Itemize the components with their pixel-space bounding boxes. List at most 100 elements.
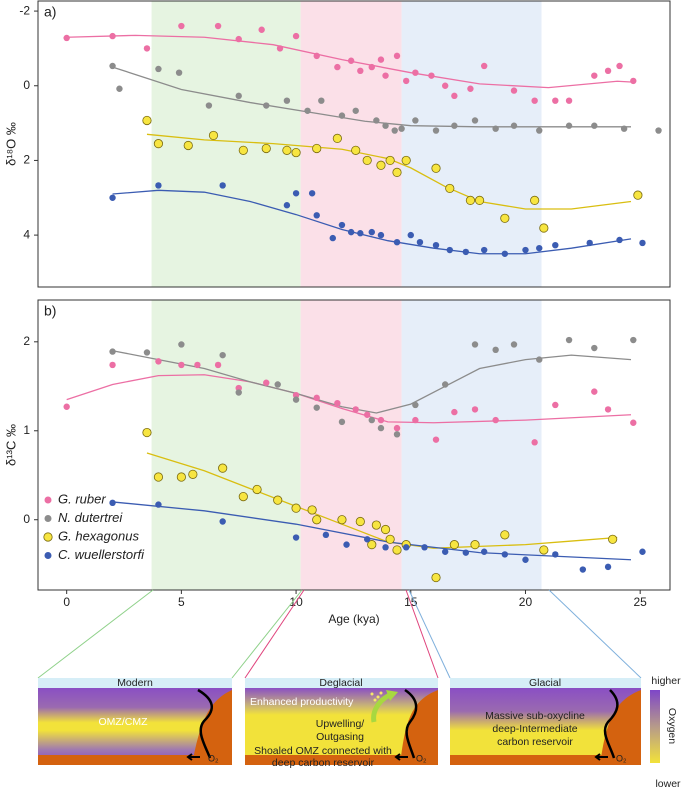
data-point <box>109 32 116 40</box>
data-point <box>431 163 441 173</box>
data-point <box>591 122 598 129</box>
schematic-modern: Modern OMZ/CMZ O₂ <box>38 677 232 765</box>
legend-marker <box>44 496 52 504</box>
data-point <box>261 143 271 154</box>
data-point <box>274 381 281 388</box>
data-point <box>219 351 226 359</box>
data-point <box>474 195 485 205</box>
legend-label: G. hexagonus <box>58 528 139 543</box>
data-point <box>586 239 593 247</box>
fit-line <box>112 189 632 255</box>
panel-label: a) <box>44 4 56 20</box>
fit-line <box>112 66 632 128</box>
oxygen-colorbar: higher lower Oxygen <box>650 675 681 790</box>
data-point <box>63 34 70 42</box>
data-point <box>155 501 162 508</box>
seafloor <box>38 755 232 765</box>
data-point <box>441 548 449 555</box>
data-point <box>608 534 618 544</box>
data-point <box>283 202 291 209</box>
data-point <box>591 344 598 352</box>
data-point <box>307 505 317 515</box>
y-tick-label: -2 <box>19 3 30 17</box>
data-point <box>155 182 162 189</box>
data-point <box>208 130 219 141</box>
data-point <box>376 160 386 170</box>
schematic-label: carbon reservoir <box>497 736 573 748</box>
schematic-title: Modern <box>117 677 153 689</box>
data-point <box>194 361 201 369</box>
schematic-label: OMZ/CMZ <box>99 716 149 728</box>
data-point <box>539 223 549 233</box>
data-point <box>446 246 453 254</box>
data-point <box>142 427 152 438</box>
oxygen-profile <box>197 688 213 759</box>
data-point <box>591 388 598 395</box>
schematic-label: Outgasing <box>316 731 364 743</box>
data-point <box>322 531 330 539</box>
data-point <box>530 195 540 205</box>
period-band <box>401 1 542 287</box>
data-point <box>451 122 458 129</box>
data-point <box>402 544 410 551</box>
data-point <box>352 107 359 114</box>
plot-frame <box>37 0 671 288</box>
legend-marker <box>44 552 52 559</box>
data-point <box>313 404 320 411</box>
data-point <box>432 241 440 249</box>
schematic-title: Glacial <box>529 677 561 689</box>
data-point <box>492 346 499 354</box>
data-point <box>153 139 164 149</box>
data-point <box>183 140 193 151</box>
plot-area <box>63 300 646 590</box>
data-point <box>142 115 152 126</box>
data-point <box>219 518 226 525</box>
schematic-label: Massive sub-oxycline <box>485 710 585 722</box>
legend-marker <box>43 532 53 542</box>
data-point <box>522 556 529 563</box>
data-point <box>109 194 116 201</box>
data-point <box>604 67 612 75</box>
data-point <box>178 22 185 30</box>
data-point <box>368 228 375 236</box>
data-point <box>393 52 401 60</box>
data-point <box>363 411 371 418</box>
data-point <box>412 117 419 124</box>
x-tick-label: 20 <box>519 595 533 609</box>
data-point <box>412 416 419 424</box>
data-point <box>377 56 385 63</box>
oxygen-label: O₂ <box>208 753 219 763</box>
data-point <box>480 246 488 254</box>
data-point <box>471 117 479 124</box>
data-point <box>178 361 185 369</box>
colorbar-title: Oxygen <box>666 708 678 744</box>
data-point <box>501 551 509 558</box>
data-point <box>500 530 510 540</box>
data-point <box>377 416 385 424</box>
data-point <box>282 145 292 155</box>
data-point <box>273 495 283 505</box>
data-point <box>449 540 459 550</box>
data-point <box>552 97 559 104</box>
arrow <box>394 753 408 761</box>
data-point <box>393 431 401 438</box>
data-point <box>235 389 242 396</box>
data-point <box>292 190 300 197</box>
data-point <box>393 424 401 432</box>
header <box>38 678 232 688</box>
schematic-title: Deglacial <box>319 677 362 689</box>
data-point <box>401 155 411 166</box>
data-point <box>620 125 628 132</box>
data-point <box>312 515 322 525</box>
data-point <box>465 195 476 205</box>
data-point <box>343 541 350 548</box>
data-point <box>501 250 509 257</box>
data-point <box>178 341 185 348</box>
data-point <box>109 62 116 70</box>
data-point <box>219 182 226 189</box>
data-point <box>451 408 458 416</box>
data-point <box>536 356 543 363</box>
data-point <box>616 62 623 70</box>
